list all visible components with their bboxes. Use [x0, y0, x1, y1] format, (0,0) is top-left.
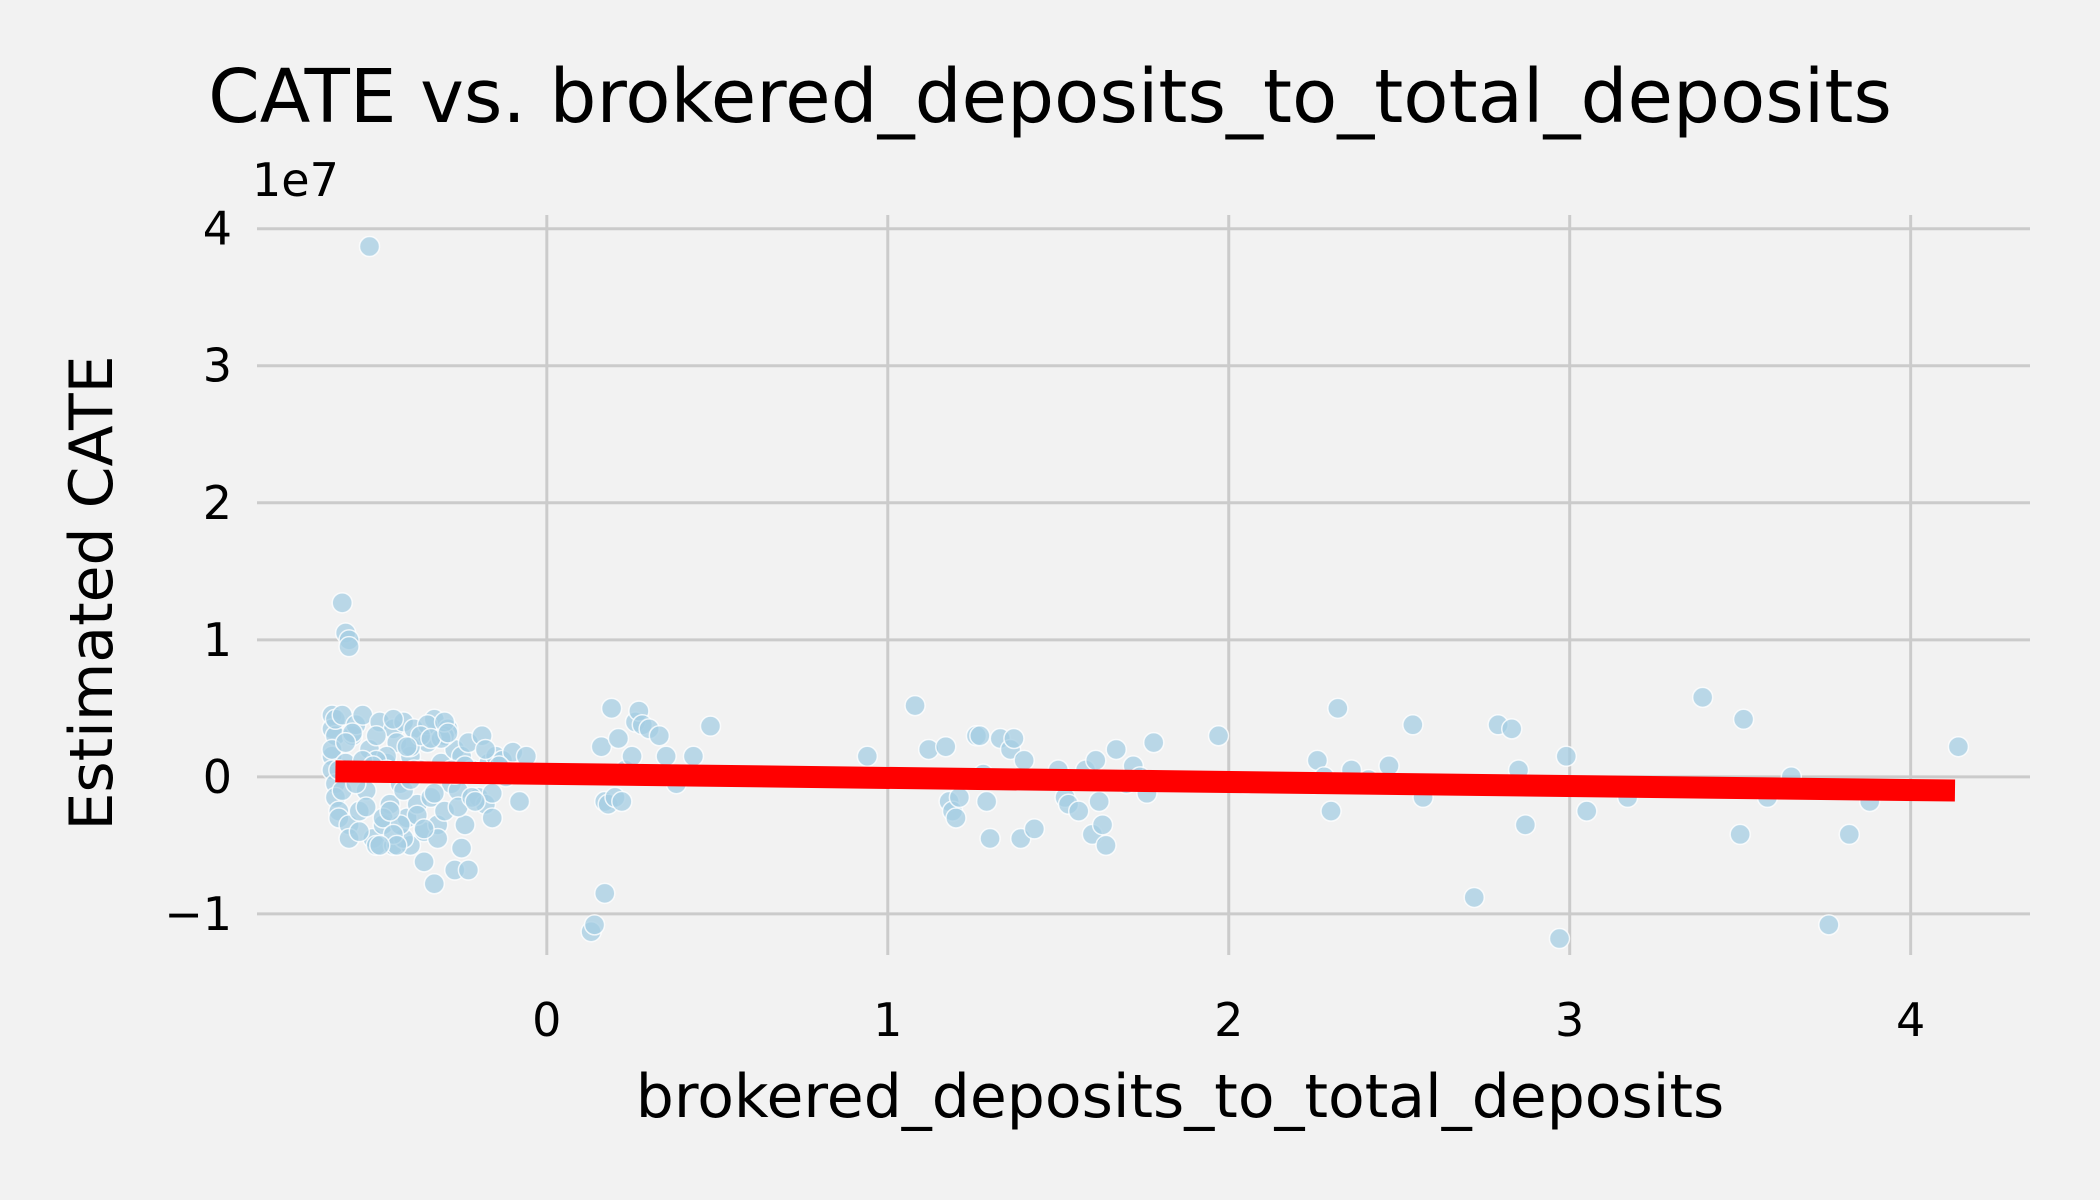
scatter-point: [1013, 749, 1035, 772]
scatter-point: [368, 834, 391, 857]
scatter-point: [1320, 800, 1342, 822]
scatter-point: [945, 807, 967, 829]
scatter-point: [481, 807, 504, 829]
scatter-point: [1732, 708, 1755, 731]
x-tick-label: 4: [1896, 993, 1925, 1047]
scatter-point: [607, 727, 630, 750]
scatter-point: [1091, 814, 1114, 836]
scatter-point: [355, 796, 377, 818]
scatter-point: [1947, 735, 1970, 758]
scatter-point: [590, 735, 613, 758]
scatter-point: [437, 722, 459, 744]
scatter-point: [413, 851, 435, 873]
scatter-point: [948, 786, 971, 809]
x-tick-labels: 0 1 2 3 4: [532, 993, 1925, 1047]
y-tick-label: 3: [203, 339, 232, 393]
y-tick-label: 1: [203, 613, 232, 667]
scatter-point: [379, 800, 401, 822]
x-tick-label: 1: [873, 993, 902, 1047]
scatter-point: [454, 814, 476, 836]
scatter-point: [334, 731, 357, 754]
scatter-point: [648, 724, 671, 747]
y-tick-label: 2: [203, 476, 232, 530]
scatter-point: [423, 872, 446, 895]
scatter-point: [699, 715, 722, 737]
scatter-point: [365, 724, 388, 747]
scatter-point: [450, 837, 473, 859]
scatter-point: [1105, 738, 1127, 761]
scatter-point: [331, 592, 353, 614]
y-tick-labels: −1 0 1 2 3 4: [164, 202, 232, 941]
scatter-point: [508, 790, 531, 813]
scatter-point: [934, 735, 957, 758]
scatter-point: [1576, 800, 1598, 822]
scatter-point: [1514, 814, 1537, 836]
scatter-point: [611, 790, 633, 813]
scatter-point: [1067, 800, 1090, 822]
scatter-point: [457, 859, 480, 881]
scatter-point: [1729, 823, 1751, 846]
scatter-point: [1402, 714, 1424, 736]
scatter-point: [1500, 718, 1523, 740]
scatter-point: [1003, 727, 1025, 750]
scatter-point: [1818, 914, 1840, 936]
scatter-point: [600, 697, 623, 720]
scatter-point: [1838, 823, 1861, 846]
scatter-point: [1142, 731, 1165, 754]
scatter-point: [1095, 834, 1117, 857]
chart-title: CATE vs. brokered_deposits_to_total_depo…: [208, 54, 1892, 140]
scatter-point: [969, 724, 991, 747]
scatter-point: [1088, 790, 1110, 813]
scatter-point: [1207, 724, 1230, 747]
x-tick-label: 0: [532, 993, 561, 1047]
scatter-point: [621, 745, 643, 768]
scatter-point: [396, 735, 418, 758]
scatter-point: [979, 827, 1001, 850]
grid-lines: [257, 215, 2030, 955]
x-tick-label: 3: [1555, 993, 1584, 1047]
scatter-point: [904, 694, 926, 717]
scatter-point: [338, 635, 360, 658]
trend-line: [335, 760, 1956, 802]
scatter-point: [1691, 686, 1714, 709]
scatter-point: [594, 882, 616, 905]
trend-line-group: [335, 760, 1956, 802]
scatter-point: [1085, 749, 1107, 772]
scatter-point: [413, 818, 435, 840]
scatter-point: [464, 790, 486, 813]
scatter-point: [382, 708, 405, 731]
scatter-point: [358, 235, 381, 258]
y-tick-label: 0: [203, 750, 232, 804]
x-tick-label: 2: [1214, 993, 1243, 1047]
y-tick-label: −1: [164, 887, 232, 941]
x-axis-label: brokered_deposits_to_total_deposits: [636, 1062, 1724, 1132]
y-tick-label: 4: [203, 202, 232, 256]
scatter-point: [682, 745, 705, 768]
scatter-point: [348, 820, 371, 843]
scatter-point: [975, 790, 998, 813]
scatter-point: [856, 745, 879, 768]
y-offset-label: 1e7: [252, 153, 339, 207]
scatter-points: [321, 235, 1970, 950]
y-axis-label: Estimated CATE: [57, 355, 127, 830]
scatter-point: [1023, 818, 1046, 840]
scatter-point: [1463, 886, 1485, 909]
scatter-point: [1555, 745, 1578, 768]
scatter-point: [474, 738, 497, 761]
scatter-point: [1327, 697, 1349, 720]
scatter-point: [423, 782, 446, 805]
scatter-point: [655, 745, 677, 768]
scatter-point: [1548, 927, 1571, 950]
scatter-point: [583, 914, 606, 936]
